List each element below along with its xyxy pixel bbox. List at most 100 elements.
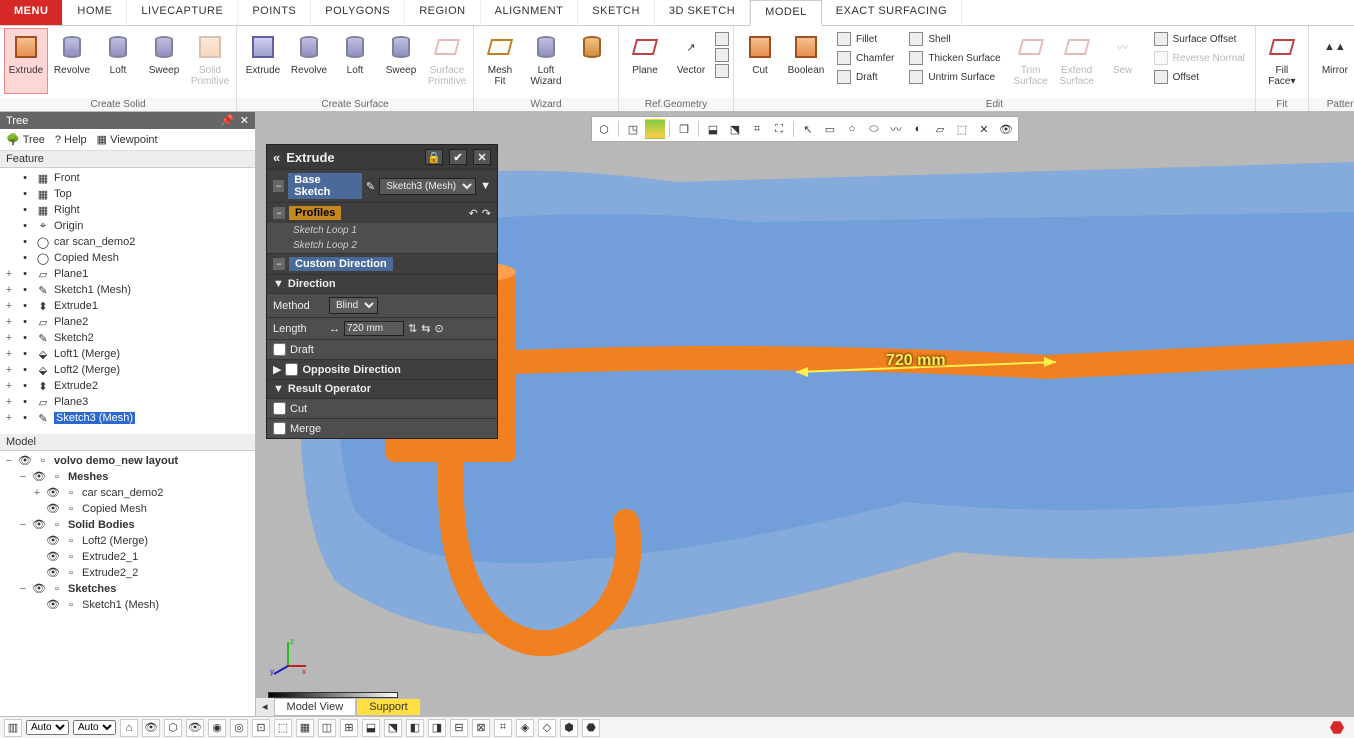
draft-checkbox[interactable]: Draft bbox=[273, 343, 314, 356]
vp-tool-14[interactable]: ◐ bbox=[908, 119, 928, 139]
feature-item[interactable]: +•⬍Extrude1 bbox=[0, 298, 255, 314]
thicken-surface-button[interactable]: Thicken Surface bbox=[906, 49, 1002, 67]
method-select[interactable]: Blind bbox=[329, 297, 378, 314]
surface-offset-button[interactable]: Surface Offset bbox=[1151, 30, 1247, 48]
revolve-surface-button[interactable]: Revolve bbox=[287, 28, 331, 94]
status-tool-2[interactable]: ⌂ bbox=[120, 719, 138, 737]
profile-item-1[interactable]: Sketch Loop 1 bbox=[267, 223, 497, 238]
status-tool-13[interactable]: ⬓ bbox=[362, 719, 380, 737]
opposite-checkbox[interactable] bbox=[285, 363, 298, 376]
model-item[interactable]: 👁▫Copied Mesh bbox=[0, 501, 255, 517]
loft-surface-button[interactable]: Loft bbox=[333, 28, 377, 94]
tab-sketch[interactable]: SKETCH bbox=[578, 0, 655, 25]
extend-surface-button[interactable]: Extend Surface bbox=[1055, 28, 1099, 94]
vp-tool-4[interactable]: ❐ bbox=[674, 119, 694, 139]
sew-button[interactable]: 〰Sew bbox=[1101, 28, 1145, 94]
feature-tree[interactable]: •▦Front•▦Top•▦Right•⌖Origin•◯car scan_de… bbox=[0, 168, 255, 434]
extrude-solid-button[interactable]: Extrude bbox=[4, 28, 48, 94]
model-tree[interactable]: −👁▫volvo demo_new layout−👁▫Meshes+👁▫car … bbox=[0, 451, 255, 717]
feature-item[interactable]: •▦Top bbox=[0, 186, 255, 202]
feature-item[interactable]: +•▱Plane2 bbox=[0, 314, 255, 330]
trim-surface-button[interactable]: Trim Surface bbox=[1009, 28, 1053, 94]
close-side-icon[interactable]: ✕ bbox=[240, 115, 249, 127]
status-auto-1[interactable]: Auto bbox=[26, 720, 69, 735]
vp-tool-16[interactable]: ⬚ bbox=[952, 119, 972, 139]
viewtab-prev[interactable]: ◂ bbox=[256, 698, 274, 716]
length-measure-icon[interactable]: ⊙ bbox=[434, 322, 443, 335]
expand-direction[interactable]: ▼ bbox=[273, 278, 284, 290]
vp-tool-5[interactable]: ⬓ bbox=[703, 119, 723, 139]
status-tool-1[interactable]: ▥ bbox=[4, 719, 22, 737]
model-item[interactable]: 👁▫Loft2 (Merge) bbox=[0, 533, 255, 549]
tab-alignment[interactable]: ALIGNMENT bbox=[481, 0, 579, 25]
expand-result[interactable]: ▼ bbox=[273, 383, 284, 395]
status-tool-4[interactable]: ⬡ bbox=[164, 719, 182, 737]
vp-tool-15[interactable]: ▱ bbox=[930, 119, 950, 139]
model-item[interactable]: 👁▫Extrude2_1 bbox=[0, 549, 255, 565]
status-tool-10[interactable]: ▦ bbox=[296, 719, 314, 737]
side-tab-viewpoint[interactable]: ▦Viewpoint bbox=[97, 133, 158, 146]
status-tool-12[interactable]: ⊞ bbox=[340, 719, 358, 737]
vp-tool-9[interactable]: ↖ bbox=[798, 119, 818, 139]
status-hex-icon[interactable] bbox=[1330, 721, 1344, 735]
surface-primitive-button[interactable]: Surface Primitive bbox=[425, 28, 469, 94]
refgeom-small-1[interactable] bbox=[715, 32, 729, 46]
status-auto-2[interactable]: Auto bbox=[73, 720, 116, 735]
feature-item[interactable]: +•▱Plane1 bbox=[0, 266, 255, 282]
pin-icon[interactable]: 📌 bbox=[220, 115, 234, 127]
tab-3dsketch[interactable]: 3D SKETCH bbox=[655, 0, 750, 25]
feature-item[interactable]: •◯Copied Mesh bbox=[0, 250, 255, 266]
status-tool-21[interactable]: ◇ bbox=[538, 719, 556, 737]
vp-tool-10[interactable]: ▭ bbox=[820, 119, 840, 139]
loft-wizard-button[interactable]: Loft Wizard bbox=[524, 28, 568, 94]
length-input[interactable] bbox=[344, 321, 404, 336]
model-item[interactable]: 👁▫Sketch1 (Mesh) bbox=[0, 597, 255, 613]
feature-item[interactable]: +•✎Sketch2 bbox=[0, 330, 255, 346]
vp-tool-8[interactable]: ⛶ bbox=[769, 119, 789, 139]
vp-tool-2[interactable]: ◳ bbox=[623, 119, 643, 139]
viewport-3d[interactable]: 720 mm ⬡ ◳ ❐ ⬓ ⬔ ⌗ ⛶ ↖ ▭ ○ ⬭ 〰 ◐ ▱ ⬚ ✕ 👁 bbox=[256, 112, 1354, 716]
viewtab-modelview[interactable]: Model View bbox=[274, 698, 357, 716]
feature-item[interactable]: +•⬙Loft2 (Merge) bbox=[0, 362, 255, 378]
feature-item[interactable]: +•▱Plane3 bbox=[0, 394, 255, 410]
status-tool-16[interactable]: ◨ bbox=[428, 719, 446, 737]
length-flip-icon[interactable]: ↔ bbox=[329, 323, 340, 335]
model-item[interactable]: +👁▫car scan_demo2 bbox=[0, 485, 255, 501]
vp-tool-3[interactable] bbox=[645, 119, 665, 139]
base-sketch-dropdown-icon[interactable]: ▼ bbox=[480, 180, 491, 192]
length-spinner-icon[interactable]: ⇅ bbox=[408, 322, 417, 335]
vp-tool-7[interactable]: ⌗ bbox=[747, 119, 767, 139]
feature-item[interactable]: +•✎Sketch3 (Mesh) bbox=[0, 410, 255, 426]
panel-cancel-icon[interactable]: ✕ bbox=[473, 149, 491, 165]
status-tool-22[interactable]: ⬢ bbox=[560, 719, 578, 737]
base-sketch-select[interactable]: Sketch3 (Mesh) bbox=[379, 178, 476, 195]
boolean-button[interactable]: Boolean bbox=[784, 28, 828, 94]
tab-model[interactable]: MODEL bbox=[750, 0, 822, 26]
revolve-solid-button[interactable]: Revolve bbox=[50, 28, 94, 94]
profiles-undo-icon[interactable]: ↶ bbox=[469, 207, 478, 220]
tab-exactsurfacing[interactable]: EXACT SURFACING bbox=[822, 0, 962, 25]
fillet-button[interactable]: Fillet bbox=[834, 30, 896, 48]
untrim-surface-button[interactable]: Untrim Surface bbox=[906, 68, 1002, 86]
vp-tool-13[interactable]: 〰 bbox=[886, 119, 906, 139]
loft-solid-button[interactable]: Loft bbox=[96, 28, 140, 94]
feature-item[interactable]: •◯car scan_demo2 bbox=[0, 234, 255, 250]
model-item[interactable]: −👁▫Meshes bbox=[0, 469, 255, 485]
side-tab-help[interactable]: ?Help bbox=[55, 133, 87, 146]
status-tool-17[interactable]: ⊟ bbox=[450, 719, 468, 737]
edit-sketch-icon[interactable]: ✎ bbox=[366, 180, 375, 193]
feature-item[interactable]: +•⬍Extrude2 bbox=[0, 378, 255, 394]
status-tool-19[interactable]: ⌗ bbox=[494, 719, 512, 737]
tab-livecapture[interactable]: LIVECAPTURE bbox=[127, 0, 238, 25]
cut-checkbox[interactable]: Cut bbox=[273, 402, 307, 415]
wizard-extra-button[interactable] bbox=[570, 28, 614, 94]
menu-button[interactable]: MENU bbox=[0, 0, 63, 25]
status-tool-6[interactable]: ◉ bbox=[208, 719, 226, 737]
model-item[interactable]: −👁▫volvo demo_new layout bbox=[0, 453, 255, 469]
status-tool-3[interactable]: 👁 bbox=[142, 719, 160, 737]
status-tool-20[interactable]: ◈ bbox=[516, 719, 534, 737]
profile-item-2[interactable]: Sketch Loop 2 bbox=[267, 238, 497, 253]
vp-tool-6[interactable]: ⬔ bbox=[725, 119, 745, 139]
status-tool-8[interactable]: ⊡ bbox=[252, 719, 270, 737]
model-item[interactable]: −👁▫Solid Bodies bbox=[0, 517, 255, 533]
